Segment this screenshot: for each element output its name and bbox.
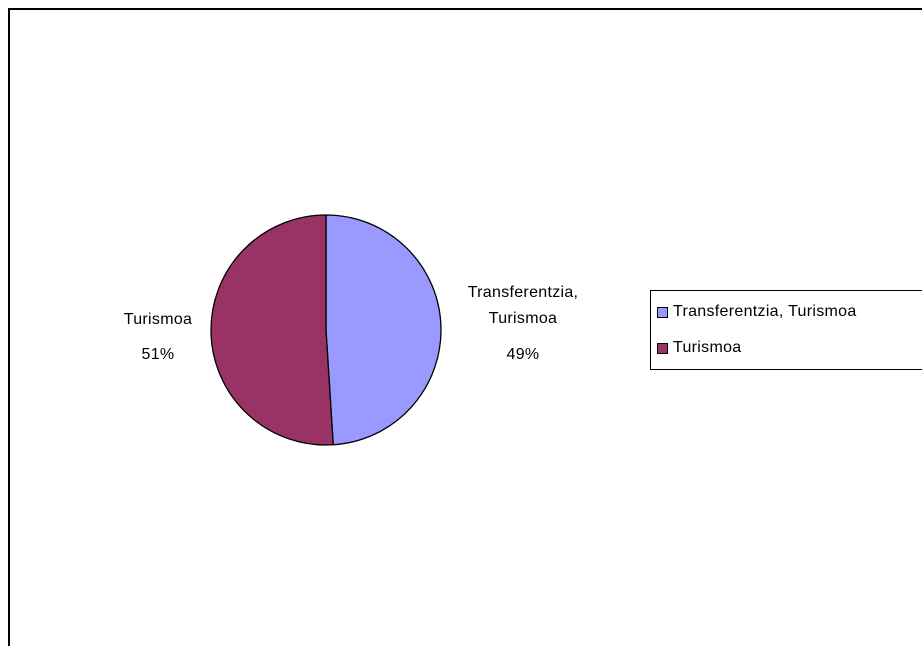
- pie-slice: [210, 214, 334, 446]
- data-label-value: 51%: [141, 346, 175, 363]
- data-label-value: 49%: [506, 346, 540, 363]
- data-label-category: Transferentzia, Turismoa: [467, 284, 579, 327]
- legend-item: Turismoa: [657, 339, 742, 357]
- legend-label: Transferentzia, Turismoa: [673, 303, 857, 320]
- pie-slice: [325, 214, 442, 446]
- data-label-category: Turismoa: [123, 311, 193, 328]
- legend-swatch: [657, 306, 668, 318]
- legend: Transferentzia, Turismoa Turismoa: [650, 290, 922, 370]
- data-label: Turismoa 51%: [98, 307, 218, 368]
- legend-swatch: [657, 342, 668, 354]
- legend-label: Turismoa: [673, 339, 742, 356]
- chart-frame: [8, 8, 922, 646]
- data-label: Transferentzia, Turismoa 49%: [448, 280, 598, 368]
- legend-item: Transferentzia, Turismoa: [657, 303, 857, 321]
